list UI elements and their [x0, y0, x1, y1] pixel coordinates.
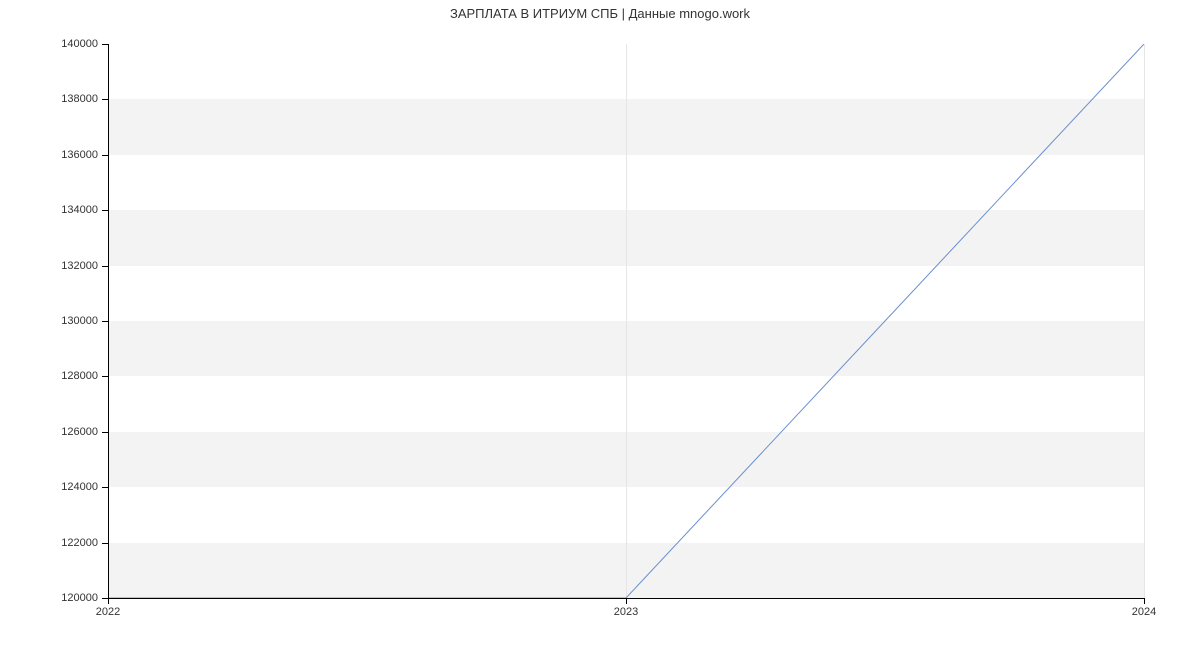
x-tick-label: 2022	[96, 606, 120, 618]
y-axis-line	[108, 44, 109, 598]
x-tick	[626, 598, 627, 604]
x-tick	[1144, 598, 1145, 604]
y-tick	[102, 432, 108, 433]
y-tick-label: 124000	[0, 481, 98, 493]
vertical-gridline	[1144, 44, 1145, 598]
y-tick-label: 132000	[0, 260, 98, 272]
y-tick-label: 140000	[0, 38, 98, 50]
y-tick-label: 120000	[0, 592, 98, 604]
y-tick	[102, 99, 108, 100]
y-tick-label: 134000	[0, 204, 98, 216]
plot-area	[108, 44, 1144, 598]
y-tick	[102, 376, 108, 377]
y-tick	[102, 155, 108, 156]
y-tick-label: 128000	[0, 370, 98, 382]
y-tick-label: 122000	[0, 537, 98, 549]
series-line-salary	[108, 44, 1144, 598]
x-tick-label: 2024	[1132, 606, 1156, 618]
y-tick-label: 136000	[0, 149, 98, 161]
chart-title: ЗАРПЛАТА В ИТРИУМ СПБ | Данные mnogo.wor…	[0, 6, 1200, 21]
y-tick	[102, 210, 108, 211]
y-tick	[102, 321, 108, 322]
y-tick-label: 138000	[0, 93, 98, 105]
y-tick-label: 126000	[0, 426, 98, 438]
y-tick	[102, 543, 108, 544]
y-tick	[102, 266, 108, 267]
y-tick	[102, 44, 108, 45]
y-tick-label: 130000	[0, 315, 98, 327]
salary-line-chart: ЗАРПЛАТА В ИТРИУМ СПБ | Данные mnogo.wor…	[0, 0, 1200, 650]
y-tick	[102, 487, 108, 488]
x-tick	[108, 598, 109, 604]
x-tick-label: 2023	[614, 606, 638, 618]
series-layer	[108, 44, 1144, 598]
